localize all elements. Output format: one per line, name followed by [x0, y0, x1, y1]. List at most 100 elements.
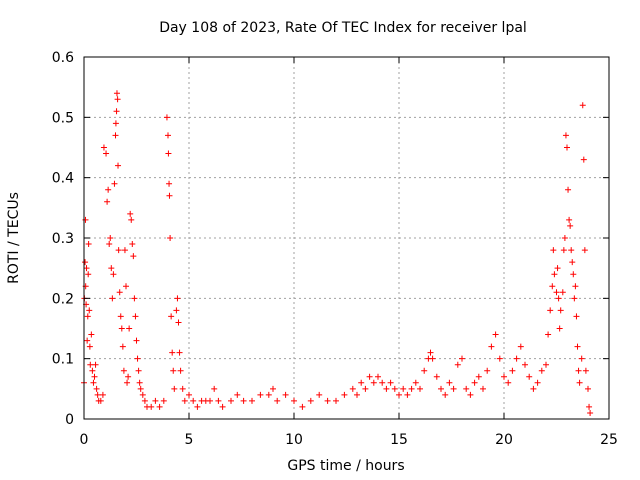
- data-point: [270, 385, 276, 392]
- data-point: [129, 241, 136, 248]
- data-point: [105, 186, 112, 193]
- data-point: [170, 367, 177, 374]
- data-point: [557, 307, 564, 314]
- data-point: [139, 391, 146, 398]
- data-point: [82, 259, 89, 266]
- data-point: [186, 391, 192, 398]
- data-point: [362, 385, 369, 392]
- data-point: [108, 265, 115, 272]
- data-point: [307, 397, 314, 404]
- data-point: [152, 397, 159, 404]
- data-point: [125, 373, 132, 380]
- data-point: [156, 403, 163, 410]
- data-point: [575, 367, 582, 374]
- data-point: [110, 271, 117, 278]
- data-point: [324, 397, 331, 404]
- data-point: [341, 391, 348, 398]
- data-point: [117, 313, 124, 320]
- data-point: [177, 367, 184, 374]
- data-point: [522, 361, 528, 368]
- data-point: [166, 180, 173, 187]
- data-point: [219, 403, 226, 410]
- data-point: [274, 397, 281, 404]
- data-point: [83, 265, 90, 272]
- data-point: [119, 343, 126, 350]
- data-point: [559, 289, 566, 296]
- data-point: [579, 102, 586, 109]
- data-point: [408, 385, 415, 392]
- x-tick-label: 5: [185, 432, 194, 448]
- data-point: [349, 385, 356, 392]
- data-point: [207, 397, 213, 404]
- data-point: [446, 379, 453, 386]
- data-point: [480, 385, 486, 392]
- y-axis-label: ROTI / TECUs: [6, 192, 22, 284]
- data-point: [84, 313, 91, 320]
- data-point: [114, 96, 121, 103]
- data-point: [166, 192, 173, 199]
- x-tick-label: 10: [285, 432, 303, 448]
- data-point: [115, 247, 122, 254]
- data-point: [569, 259, 576, 266]
- data-point: [282, 391, 289, 398]
- data-point: [85, 271, 92, 278]
- data-point: [556, 325, 563, 332]
- data-point: [291, 397, 297, 404]
- data-point: [562, 132, 569, 139]
- data-point: [570, 271, 577, 278]
- data-point: [234, 391, 241, 398]
- data-point: [547, 307, 554, 314]
- data-point: [574, 343, 581, 350]
- data-point: [379, 379, 386, 386]
- data-point: [107, 235, 114, 241]
- data-point: [130, 253, 137, 260]
- data-point: [133, 337, 140, 344]
- data-point: [120, 367, 127, 374]
- data-point: [171, 385, 178, 392]
- data-point: [421, 367, 428, 374]
- data-point: [471, 379, 478, 386]
- data-point: [163, 114, 170, 121]
- x-axis-label: GPS time / hours: [287, 458, 404, 474]
- data-point: [165, 150, 172, 157]
- data-point: [517, 343, 524, 350]
- data-point: [509, 367, 516, 374]
- data-point: [127, 210, 134, 217]
- data-point: [555, 295, 562, 302]
- data-point: [126, 325, 133, 332]
- data-point: [387, 379, 394, 386]
- data-point: [582, 367, 589, 374]
- data-point: [215, 397, 222, 404]
- data-point: [567, 222, 574, 229]
- data-point: [366, 373, 373, 380]
- data-point: [128, 216, 135, 223]
- data-point: [543, 361, 549, 368]
- data-point: [109, 295, 116, 302]
- x-tick-label: 0: [80, 432, 89, 448]
- data-point: [100, 144, 107, 151]
- data-point: [475, 373, 482, 380]
- data-point: [492, 331, 499, 338]
- data-point: [433, 373, 440, 380]
- data-point: [167, 235, 174, 241]
- data-point: [501, 373, 507, 380]
- data-point: [94, 391, 101, 398]
- data-point: [505, 379, 512, 386]
- data-point: [354, 391, 360, 398]
- data-point: [488, 343, 495, 350]
- data-point: [93, 385, 100, 392]
- data-point: [463, 385, 470, 392]
- data-point: [581, 247, 588, 254]
- data-point: [85, 241, 92, 248]
- data-point: [111, 180, 118, 187]
- data-point: [104, 198, 111, 205]
- y-tick-label: 0.2: [52, 291, 74, 307]
- data-point: [585, 385, 591, 392]
- data-point: [181, 397, 188, 404]
- data-point: [417, 385, 423, 392]
- data-point: [576, 379, 583, 386]
- data-point: [534, 379, 541, 386]
- data-point: [587, 409, 594, 416]
- data-point: [84, 337, 91, 344]
- data-point: [427, 349, 434, 356]
